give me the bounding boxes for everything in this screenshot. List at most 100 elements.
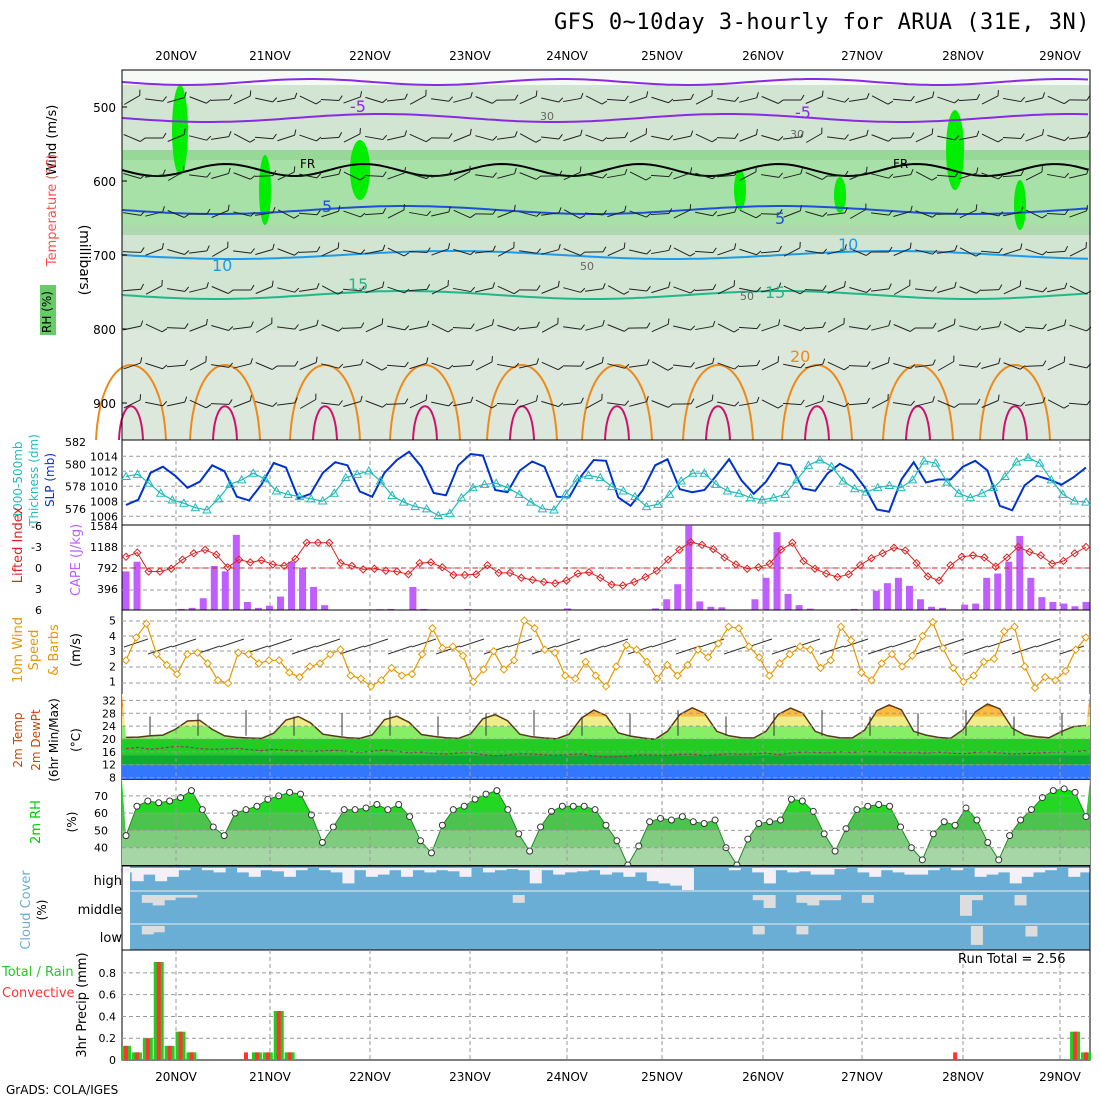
wind10-barb — [387, 645, 413, 655]
thickness-point — [722, 486, 733, 495]
wind-barb-flag — [426, 283, 431, 290]
wind-barb-flag — [844, 244, 847, 250]
wind-barb-flag — [382, 134, 388, 140]
wind-barb — [255, 362, 278, 370]
wind-barb-flag — [865, 251, 872, 256]
temp-contour-20-arc — [682, 364, 754, 441]
wind10-point — [520, 616, 529, 625]
wind10-tick-label: 4 — [109, 630, 116, 643]
cape-bar — [806, 608, 814, 610]
wind-barb-flag — [491, 356, 493, 362]
wind-barb-flag — [426, 320, 430, 327]
wind-barb-flag — [140, 357, 143, 364]
date-label-top: 26NOV — [742, 49, 784, 63]
temp-contour-20-arc — [95, 364, 167, 441]
wind-barb-staff — [211, 325, 229, 331]
wind-barb-flag — [888, 283, 892, 290]
cape-bar — [243, 601, 251, 610]
wind-barb-staff — [1025, 97, 1043, 103]
wind-barb-staff — [540, 136, 560, 140]
wind-barb — [628, 322, 651, 329]
rh2m-point — [133, 802, 141, 810]
wind-barb — [739, 209, 762, 219]
wind-barb-flag — [1042, 323, 1047, 330]
wind-barb — [783, 285, 806, 295]
thickness-point — [190, 502, 201, 512]
wind-barb — [893, 279, 911, 295]
lifted-index-point — [1013, 542, 1023, 552]
wind-barb — [321, 400, 343, 406]
wind-barb-staff — [1003, 211, 1021, 217]
wind-barb-flag — [139, 89, 141, 96]
wind-barb-flag — [228, 130, 232, 137]
wind-barb-staff — [783, 136, 801, 140]
wind-barb — [805, 90, 824, 104]
wind-barb — [585, 356, 604, 370]
wind10-point — [683, 660, 692, 670]
lifted-index-point — [505, 568, 515, 578]
wind10-point — [315, 659, 325, 668]
wind-barb-flag — [953, 403, 960, 408]
wind10-point — [703, 653, 713, 662]
wind-barb-flag — [624, 95, 629, 101]
wind-barb-flag — [514, 399, 519, 405]
wind-barb-staff — [959, 325, 977, 331]
wind-barb-staff — [299, 173, 317, 179]
wind-barb-flag — [184, 359, 188, 366]
wind-barb-flag — [756, 360, 761, 366]
wind-barb-flag — [668, 208, 673, 214]
cloud-high-bar — [1009, 868, 1022, 884]
thickness-point — [1069, 496, 1080, 505]
cape-bar — [122, 571, 130, 610]
wind-barb-flag — [360, 358, 364, 365]
wind-barb-flag — [162, 96, 167, 102]
temp2m-tick-label: 28 — [102, 707, 116, 720]
wind-barb-flag — [161, 328, 168, 333]
wind-barb-flag — [470, 396, 474, 403]
wind-barb-staff — [277, 97, 295, 103]
thickness-point — [155, 488, 166, 497]
wind-barb — [981, 211, 1004, 217]
wind-barb-staff — [651, 400, 669, 408]
temp2m-label: (°C) — [69, 728, 83, 752]
wind-barb — [167, 165, 185, 181]
wind-barb-staff — [519, 133, 537, 143]
date-label-top: 25NOV — [641, 49, 683, 63]
wind-barb-flag — [271, 280, 274, 287]
wind10-point — [928, 617, 938, 627]
wind-barb-staff — [629, 364, 647, 368]
wind-barb-staff — [255, 323, 273, 333]
wind-barb-flag — [1063, 356, 1066, 363]
rh2m-point — [646, 818, 654, 826]
wind-barb-flag — [667, 318, 670, 325]
wind-barb-flag — [382, 207, 387, 214]
wind-barb-flag — [690, 167, 693, 174]
cape-bar — [177, 608, 185, 610]
wind-barb-flag — [404, 325, 410, 331]
wind-barb-staff — [320, 99, 340, 101]
wind-barb-flag — [756, 92, 759, 98]
wind-barb — [475, 135, 498, 141]
temp-color-band — [122, 739, 1090, 756]
wind-barb-flag — [646, 322, 651, 329]
thickness-tick-label: 582 — [65, 436, 86, 449]
wind10-point — [775, 659, 784, 668]
wind-barb-staff — [673, 172, 691, 180]
wind-barb-staff — [717, 248, 735, 256]
rh-high-patch — [834, 177, 846, 213]
wind-barb — [563, 324, 585, 330]
cape-label: CAPE (J/kg) — [69, 524, 84, 596]
wind-barb — [189, 282, 209, 293]
wind-barb-staff — [343, 210, 361, 218]
thickness-point — [236, 474, 247, 484]
wind-barb-staff — [189, 250, 207, 254]
wind-barb-flag — [447, 328, 454, 333]
cloud-high-bar — [131, 868, 144, 882]
wind-barb-flag — [470, 250, 476, 256]
wind10-barb — [315, 638, 341, 648]
wind-barb — [343, 171, 366, 181]
wind-barb — [848, 361, 871, 367]
wind-barb — [738, 360, 761, 367]
wind-barb-flag — [888, 173, 894, 179]
rh2m-point — [940, 818, 948, 826]
